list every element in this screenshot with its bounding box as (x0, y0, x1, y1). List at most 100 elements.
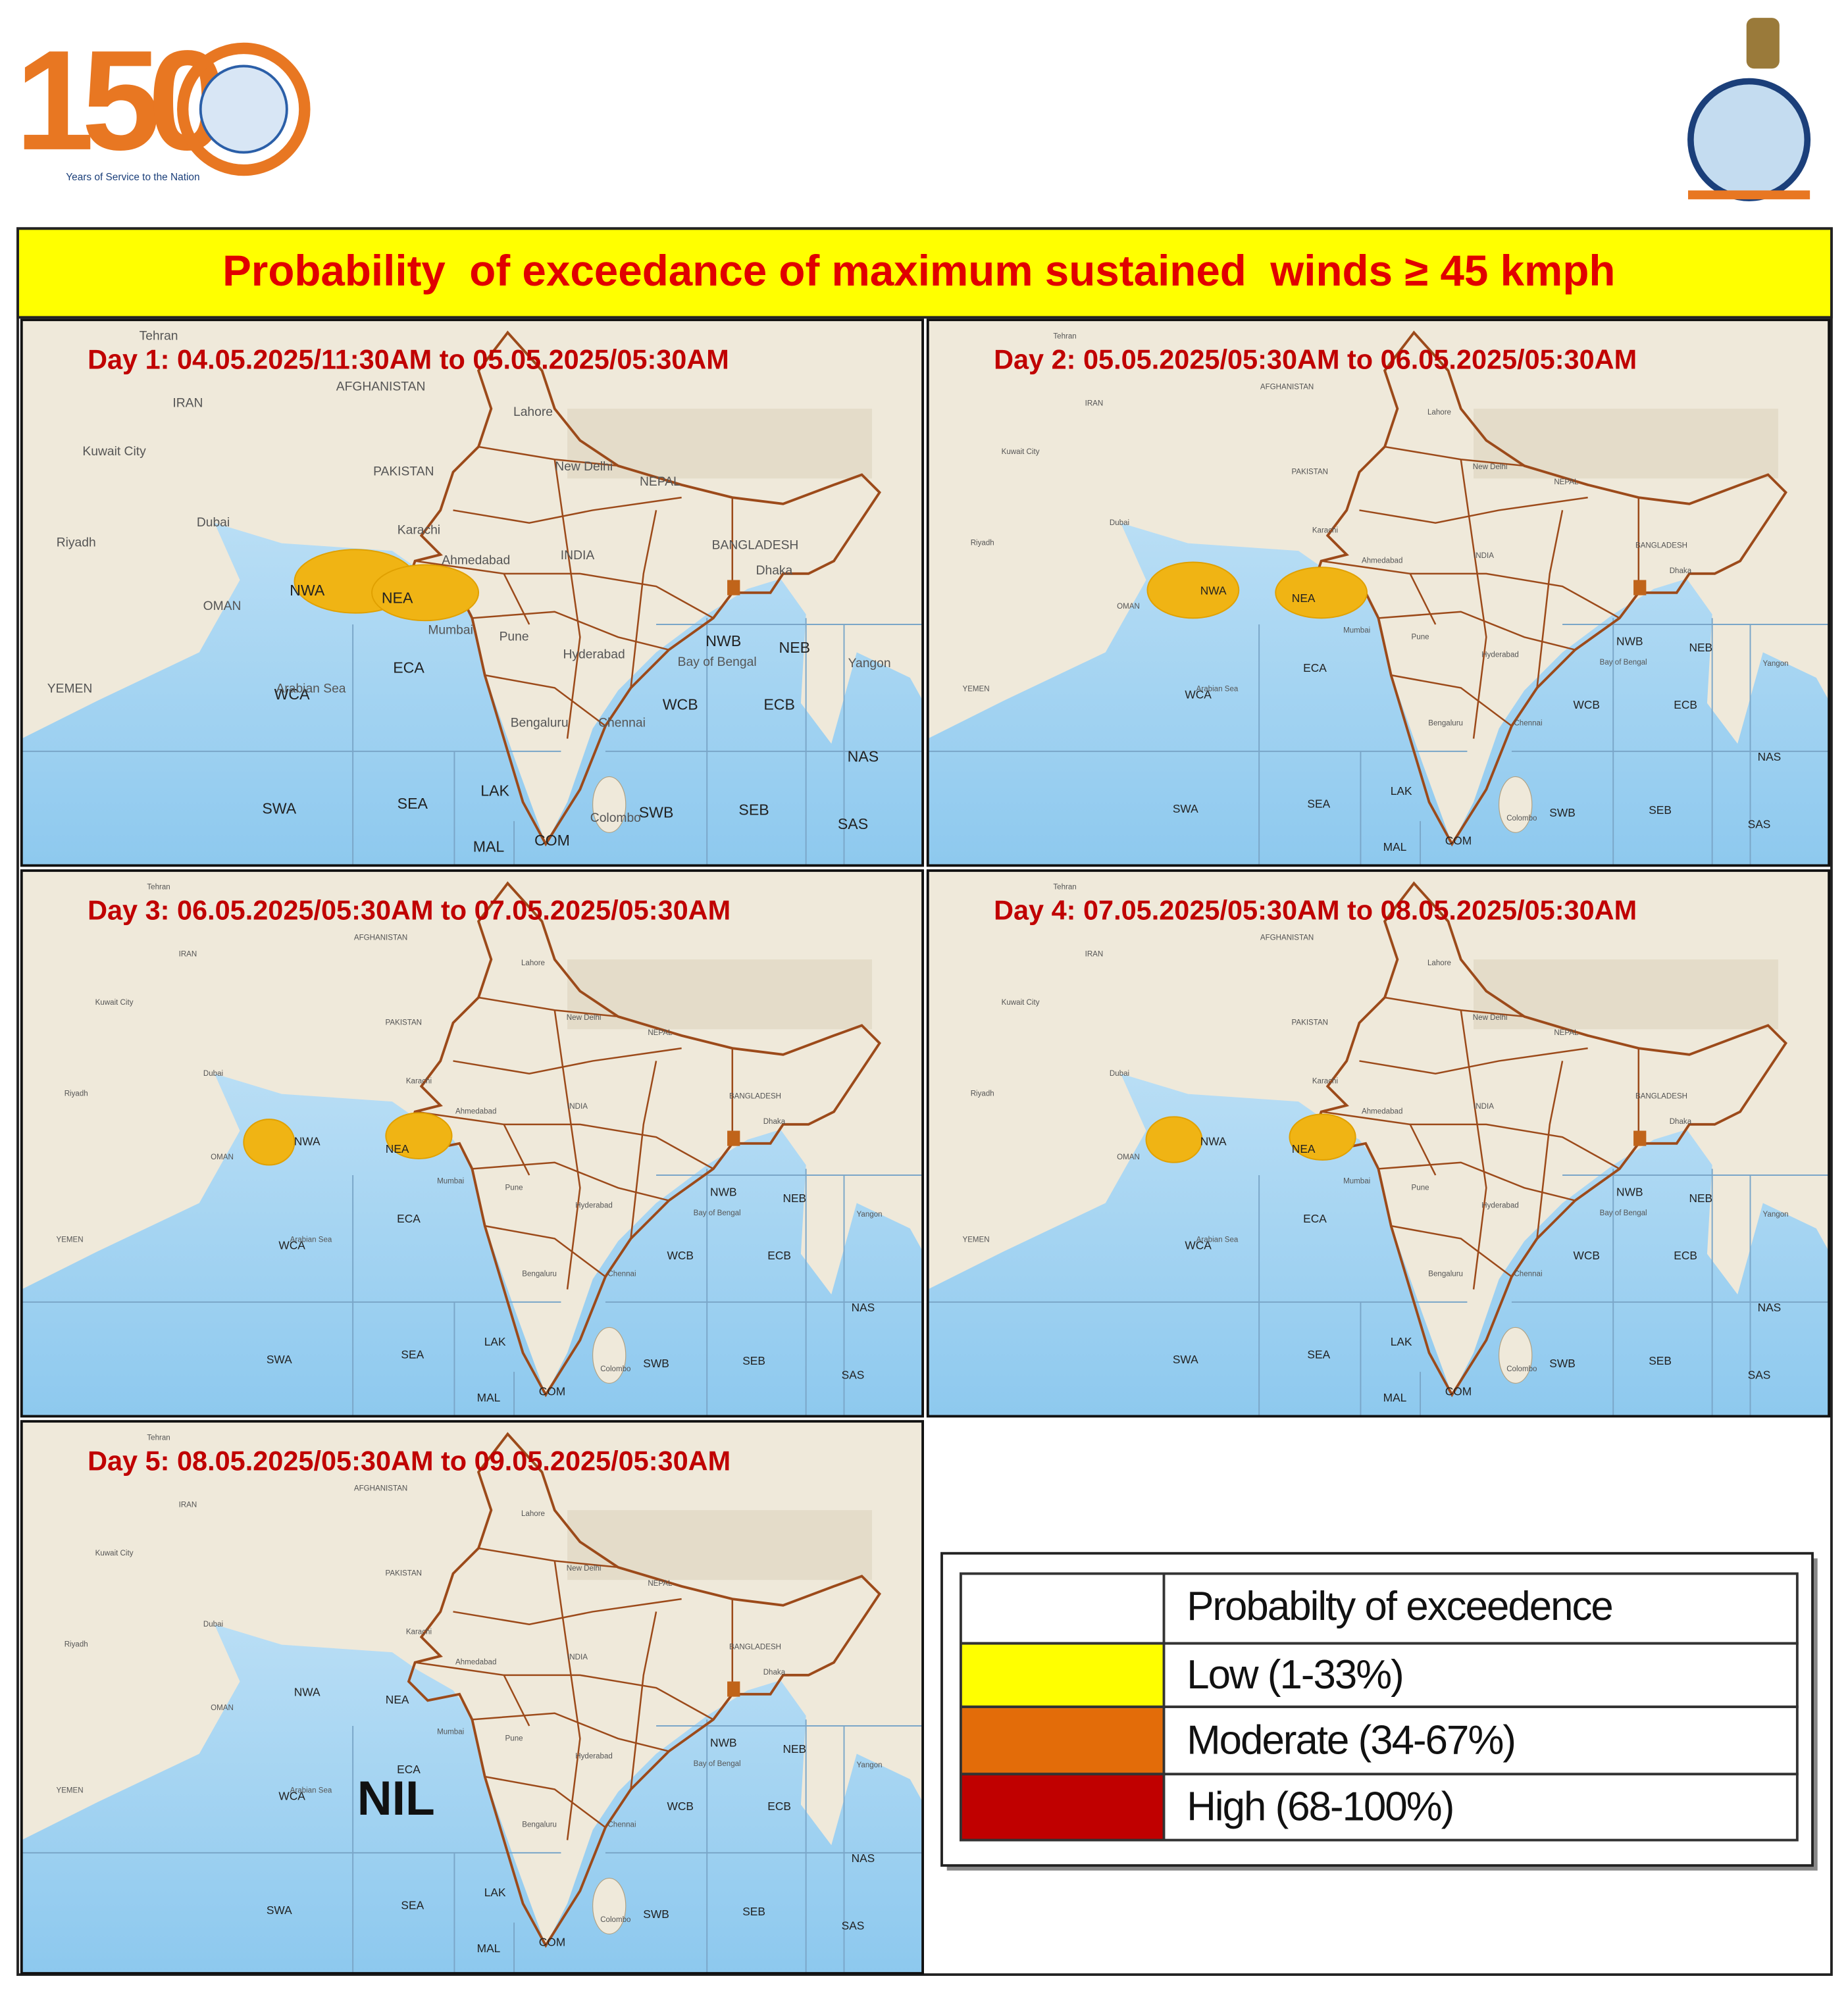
sea-region-label: ECA (393, 659, 424, 676)
place-name: Karachi (406, 1628, 432, 1636)
sea-region-label: COM (1445, 834, 1472, 847)
state-border (472, 611, 669, 651)
logo-number: 150 (15, 20, 222, 180)
place-name: PAKISTAN (1292, 1019, 1328, 1027)
place-name: Pune (1412, 633, 1429, 641)
place-name: Mumbai (1343, 1178, 1370, 1186)
place-name: Ahmedabad (1362, 1108, 1402, 1116)
sea-region-label: SWA (1173, 1353, 1198, 1366)
sea-region-label: SWA (262, 800, 296, 817)
place-name: Bengaluru (522, 1821, 557, 1829)
place-name: Dhaka (763, 1669, 786, 1677)
legend-swatch (960, 1642, 1166, 1708)
place-name: PAKISTAN (1292, 468, 1328, 476)
place-name: Chennai (1514, 719, 1542, 727)
place-name: INDIA (1474, 552, 1494, 560)
place-name: Hyderabad (1481, 651, 1519, 659)
place-name: YEMEN (963, 1236, 990, 1244)
place-name: BANGLADESH (712, 539, 799, 553)
place-name: Ahmedabad (1362, 557, 1402, 565)
sea-region-label: ECB (767, 1800, 791, 1813)
logo-150: 150 Years of Service to the Nation (15, 20, 311, 183)
place-name: Arabian Sea (276, 682, 346, 695)
place-name: INDIA (561, 549, 595, 563)
place-name: Colombo (1506, 1365, 1537, 1373)
map-body: NWA NEA ECA WCA SWA SEA LAK MAL COM WCB ECB NWB NEB S… (21, 871, 923, 1417)
place-name: IRAN (172, 397, 203, 411)
legend-label: Moderate (34-67%) (1187, 1717, 1515, 1763)
place-name: Yangon (848, 657, 891, 670)
sundarbans (727, 1130, 740, 1146)
state-border (1391, 1225, 1512, 1278)
sea-region-label: SAS (838, 815, 868, 832)
place-name: YEMEN (47, 682, 93, 695)
sea-region-label: NWB (710, 1186, 736, 1199)
sea-region-label: SAS (1748, 817, 1771, 830)
outer-frame (16, 227, 1833, 1976)
state-border (553, 459, 581, 739)
state-border (484, 1775, 606, 1829)
place-name: NEPAL (1554, 478, 1579, 486)
place-name: Pune (1412, 1184, 1429, 1192)
state-border (472, 1161, 669, 1201)
day-label: Day 2: 05.05.2025/05:30AM to 06.05.2025/… (994, 344, 1637, 375)
place-name: New Delhi (567, 1565, 602, 1573)
logo-caption: Years of Service to the Nation (66, 172, 199, 183)
sea-region-label: NAS (852, 1852, 875, 1865)
sea-region-label: WCA (278, 1239, 305, 1252)
place-name: Tehran (147, 1434, 170, 1442)
day-label: Day 3: 06.05.2025/05:30AM to 07.05.2025/… (88, 895, 731, 926)
place-name: OMAN (1117, 1153, 1140, 1161)
wind-area (1146, 561, 1240, 619)
place-name: Arabian Sea (290, 1236, 332, 1244)
place-name: INDIA (1474, 1103, 1494, 1111)
place-name: AFGHANISTAN (336, 380, 426, 393)
state-border (1321, 560, 1437, 625)
legend-swatch (960, 1773, 1166, 1842)
state-border (1359, 496, 1588, 524)
day-label: Day 5: 08.05.2025/05:30AM to 09.05.2025/… (88, 1446, 731, 1477)
wind-area (243, 1119, 295, 1166)
state-border (630, 510, 657, 688)
sea-region-label: NWB (1616, 635, 1643, 648)
place-name: Pune (505, 1734, 523, 1742)
sea-region-label: LAK (1391, 1335, 1412, 1348)
legend-label: High (68-100%) (1187, 1784, 1453, 1830)
place-name: Hyderabad (575, 1201, 613, 1209)
legend-label: Low (1-33%) (1187, 1652, 1403, 1698)
map-panel: NWA NEA ECA WCA SWA SEA LAK MAL COM WCB ECB NWB NEB S… (20, 869, 924, 1418)
sea-region-label: MAL (1383, 1391, 1407, 1404)
place-name: Tehran (1053, 332, 1076, 340)
panel-frame (20, 869, 924, 1418)
sea-region-label: ECB (1674, 698, 1697, 711)
sea-region-label: NEA (1292, 592, 1316, 605)
place-name: Riyadh (64, 1641, 88, 1649)
sea-region-label: NEA (386, 1142, 409, 1155)
sea-region-label: NWA (294, 1134, 321, 1148)
sea-region-label: NWA (1200, 1134, 1227, 1148)
place-name: Bay of Bengal (678, 655, 757, 669)
legend-header-row (960, 1572, 1799, 1645)
place-name: Pune (505, 1184, 523, 1192)
state-border (630, 1611, 657, 1790)
emblem-band (1688, 190, 1810, 199)
place-name: Karachi (1312, 526, 1338, 534)
place-name: BANGLADESH (1635, 1092, 1687, 1100)
sea-region-label: SWB (639, 803, 674, 821)
state-border (1359, 1047, 1588, 1074)
place-name: Colombo (600, 1916, 630, 1924)
sea-region-label: NWB (710, 1736, 736, 1750)
place-name: IRAN (179, 950, 197, 958)
sea-region-label: SEB (1649, 1354, 1672, 1367)
sea-region-label: MAL (477, 1942, 501, 1955)
map-body: NWA NEA ECA WCA SWA SEA LAK MAL COM WCB ECB NWB NEB S… (21, 320, 923, 866)
wind-area (1275, 567, 1368, 619)
sea-region-label: SEA (1307, 797, 1330, 810)
imd-emblem (1687, 18, 1811, 201)
place-name: BANGLADESH (729, 1092, 781, 1100)
state-border (453, 1047, 682, 1074)
place-name: New Delhi (567, 1014, 602, 1022)
sea-region-label: NAS (852, 1301, 875, 1314)
place-name: Lahore (521, 959, 545, 967)
sea-region-label: ECA (1303, 1212, 1327, 1225)
